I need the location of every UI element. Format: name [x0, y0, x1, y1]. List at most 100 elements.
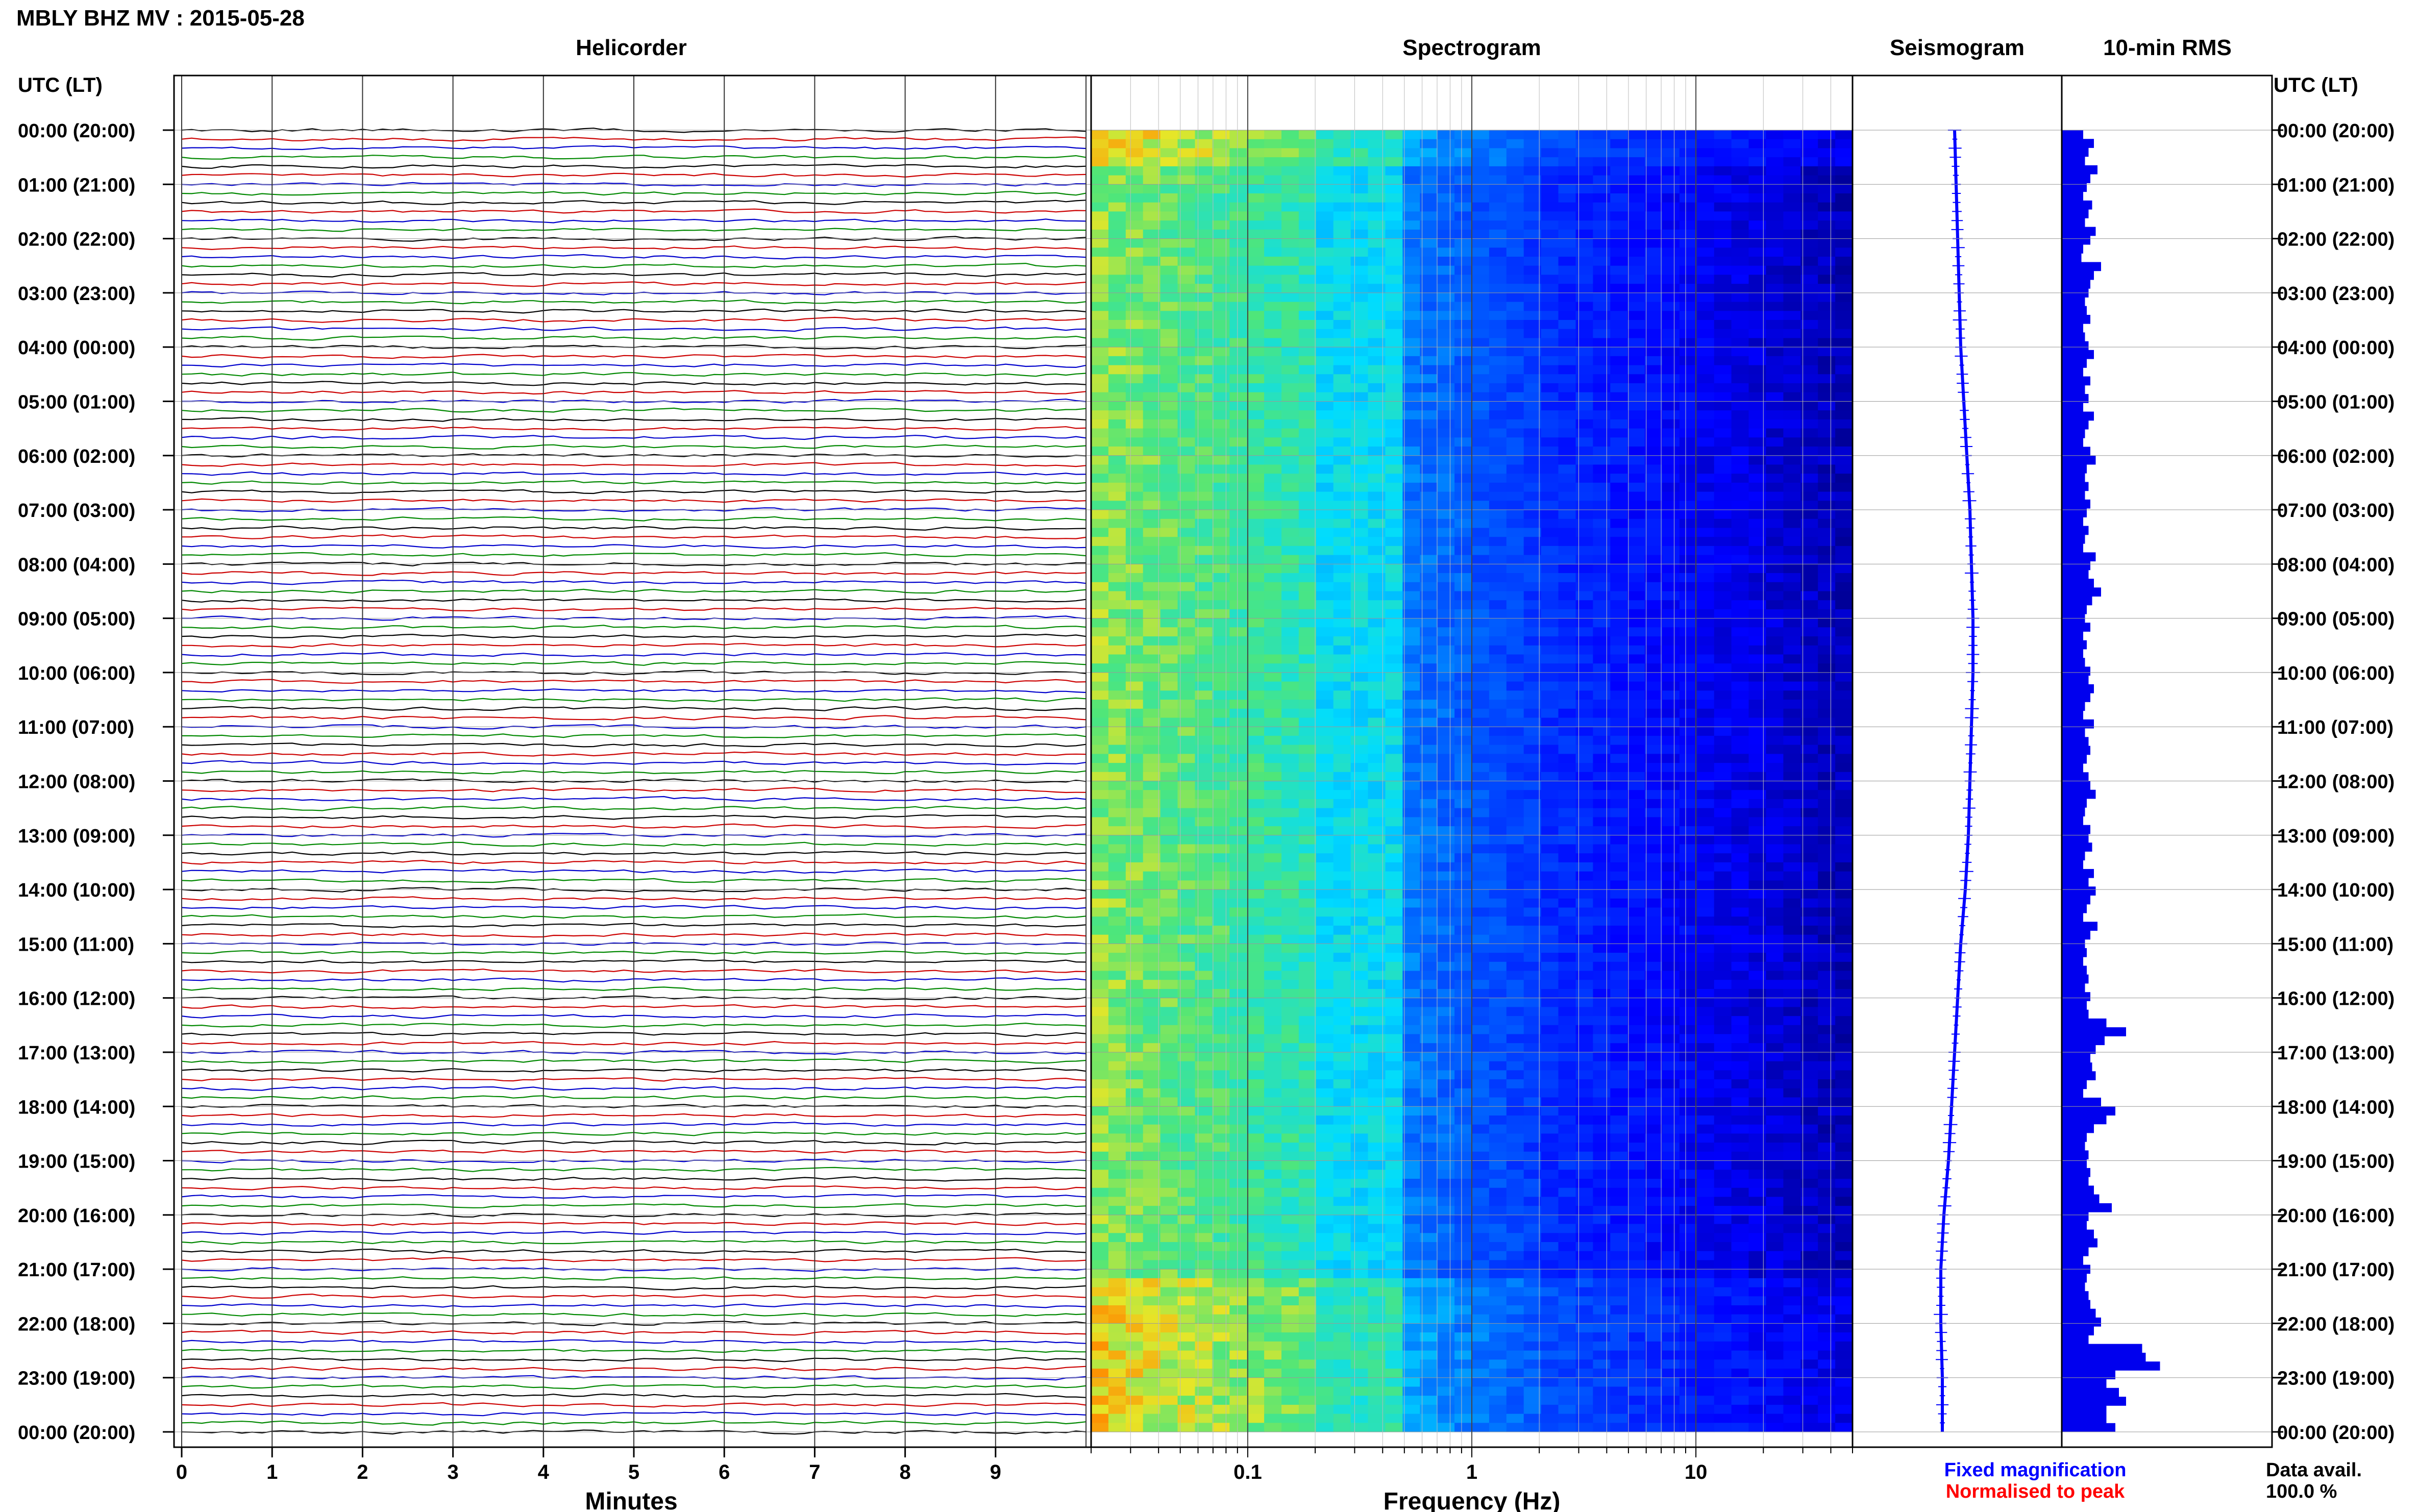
- spectrogram-cell: [1247, 934, 1265, 944]
- spectrogram-cell: [1177, 844, 1195, 854]
- spectrogram-cell: [1143, 139, 1161, 148]
- spectrogram-cell: [1783, 573, 1801, 583]
- spectrogram-cell: [1645, 474, 1663, 483]
- spectrogram-cell: [1298, 247, 1317, 257]
- spectrogram-cell: [1368, 383, 1386, 393]
- spectrogram-cell: [1610, 681, 1628, 691]
- spectrogram-cell: [1229, 238, 1247, 248]
- spectrogram-cell: [1125, 998, 1144, 1007]
- spectrogram-cell: [1212, 600, 1230, 610]
- spectrogram-cell: [1783, 745, 1801, 754]
- spectrogram-cell: [1593, 591, 1611, 601]
- spectrogram-cell: [1385, 1034, 1403, 1044]
- spectrogram-cell: [1229, 600, 1247, 610]
- spectrogram-cell: [1368, 609, 1386, 619]
- spectrogram-cell: [1523, 1079, 1542, 1089]
- spectrogram-cell: [1229, 202, 1247, 212]
- spectrogram-cell: [1696, 690, 1715, 700]
- spectrogram-cell: [1472, 518, 1490, 529]
- spectrogram-cell: [1454, 356, 1472, 366]
- spectrogram-cell: [1264, 1133, 1282, 1143]
- spectrogram-cell: [1766, 907, 1784, 917]
- spectrogram-cell: [1645, 302, 1663, 311]
- spectrogram-cell: [1731, 157, 1749, 167]
- spectrogram-cell: [1402, 193, 1420, 203]
- spectrogram-cell: [1350, 907, 1369, 917]
- spectrogram-cell: [1281, 275, 1299, 284]
- spectrogram-cell: [1229, 1079, 1247, 1089]
- spectrogram-cell: [1541, 320, 1559, 330]
- spectrogram-cell: [1696, 1016, 1715, 1026]
- spectrogram-cell: [1212, 1097, 1230, 1107]
- spectrogram-cell: [1575, 1034, 1593, 1044]
- spectrogram-cell: [1368, 1097, 1386, 1107]
- spectrogram-cell: [1316, 392, 1334, 402]
- spectrogram-cell: [1298, 600, 1317, 610]
- spectrogram-cell: [1800, 546, 1818, 556]
- spectrogram-cell: [1350, 799, 1369, 809]
- spectrogram-cell: [1645, 1124, 1663, 1134]
- spectrogram-cell: [1108, 464, 1126, 474]
- spectrogram-cell: [1800, 989, 1818, 999]
- spectrogram-cell: [1264, 482, 1282, 492]
- spectrogram-cell: [1212, 356, 1230, 366]
- spectrogram-cell: [1835, 763, 1853, 773]
- spectrogram-cell: [1506, 437, 1524, 447]
- spectrogram-cell: [1247, 582, 1265, 592]
- spectrogram-cell: [1385, 356, 1403, 366]
- spectrogram-cell: [1783, 971, 1801, 980]
- spectrogram-cell: [1575, 871, 1593, 881]
- spectrogram-cell: [1818, 510, 1836, 519]
- spectrogram-cell: [1800, 853, 1818, 863]
- spectrogram-cell: [1523, 1133, 1542, 1143]
- spectrogram-cell: [1523, 284, 1542, 293]
- spectrogram-cell: [1281, 790, 1299, 800]
- spectrogram-cell: [1420, 627, 1438, 637]
- spectrogram-cell: [1316, 681, 1334, 691]
- spectrogram-cell: [1298, 157, 1317, 167]
- spectrogram-cell: [1783, 157, 1801, 167]
- spectrogram-cell: [1298, 907, 1317, 917]
- spectrogram-cell: [1229, 428, 1247, 438]
- spectrogram-cell: [1316, 410, 1334, 420]
- spectrogram-cell: [1783, 907, 1801, 917]
- spectrogram-cell: [1195, 636, 1213, 646]
- spectrogram-cell: [1731, 356, 1749, 366]
- spectrogram-cell: [1593, 474, 1611, 483]
- spectrogram-cell: [1298, 980, 1317, 989]
- spectrogram-cell: [1333, 763, 1351, 773]
- spectrogram-cell: [1281, 546, 1299, 556]
- spectrogram-cell: [1627, 898, 1645, 908]
- spectrogram-cell: [1662, 184, 1680, 194]
- spectrogram-cell: [1316, 745, 1334, 754]
- spectrogram-cell: [1696, 220, 1715, 230]
- spectrogram-cell: [1783, 1106, 1801, 1116]
- spectrogram-cell: [1783, 1070, 1801, 1080]
- spectrogram-cell: [1264, 292, 1282, 303]
- spectrogram-cell: [1627, 501, 1645, 510]
- spectrogram-cell: [1177, 501, 1195, 510]
- spectrogram-cell: [1714, 826, 1732, 836]
- spectrogram-cell: [1645, 971, 1663, 980]
- spectrogram-cell: [1298, 880, 1317, 890]
- spectrogram-cell: [1402, 338, 1420, 348]
- spectrogram-cell: [1800, 582, 1818, 592]
- spectrogram-cell: [1108, 166, 1126, 176]
- spectrogram-cell: [1160, 953, 1178, 962]
- spectrogram-cell: [1212, 1043, 1230, 1053]
- spectrogram-cell: [1506, 130, 1524, 140]
- spectrogram-cell: [1731, 953, 1749, 962]
- spectrogram-cell: [1714, 627, 1732, 637]
- spectrogram-cell: [1593, 862, 1611, 872]
- spectrogram-cell: [1731, 464, 1749, 474]
- spectrogram-cell: [1541, 700, 1559, 709]
- spectrogram-cell: [1420, 410, 1438, 420]
- spectrogram-cell: [1333, 1007, 1351, 1017]
- spectrogram-cell: [1143, 1052, 1161, 1062]
- spectrogram-cell: [1402, 464, 1420, 474]
- spectrogram-cell: [1091, 971, 1109, 980]
- spectrogram-cell: [1748, 211, 1766, 221]
- spectrogram-cell: [1835, 1061, 1853, 1071]
- spectrogram-cell: [1489, 401, 1507, 411]
- spectrogram-cell: [1541, 1116, 1559, 1125]
